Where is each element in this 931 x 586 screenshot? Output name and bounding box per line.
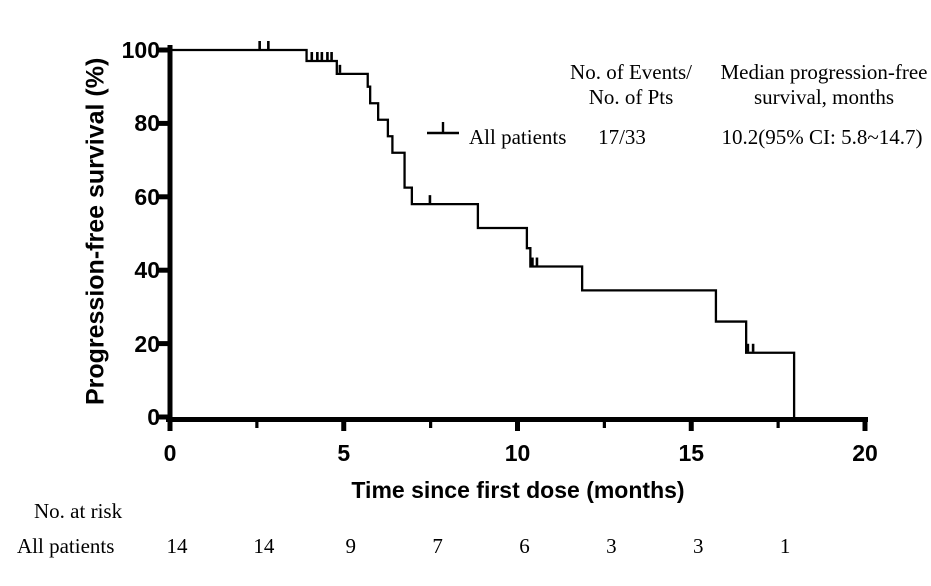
legend-series-label: All patients (469, 125, 567, 149)
risk-count: 6 (519, 534, 530, 558)
risk-table-caption: No. at risk (34, 499, 123, 523)
y-tick-label: 20 (134, 330, 160, 357)
x-axis-title: Time since first dose (months) (351, 477, 685, 503)
risk-count: 3 (606, 534, 617, 558)
legend-header-events-line1: No. of Events/ (570, 60, 692, 84)
risk-table-row-label: All patients (17, 534, 115, 558)
legend-events-value: 17/33 (598, 125, 646, 149)
risk-count: 14 (166, 534, 188, 558)
risk-count: 1 (779, 534, 791, 558)
risk-count: 9 (345, 534, 357, 558)
risk-count: 14 (253, 534, 275, 558)
legend-header-median-line2: survival, months (754, 85, 894, 109)
km-survival-curve (170, 48, 796, 417)
x-tick-label: 15 (678, 440, 705, 466)
x-tick-label: 5 (337, 440, 351, 466)
legend-header-events-line2: No. of Pts (588, 85, 674, 109)
legend-median-value: 10.2(95% CI: 5.8~14.7) (721, 125, 923, 149)
risk-count: 7 (432, 534, 443, 558)
y-tick-label: 60 (134, 183, 160, 210)
y-tick-label: 100 (121, 37, 160, 63)
y-tick-label: 40 (134, 257, 160, 284)
y-axis-title: Progression-free survival (%) (81, 57, 110, 406)
risk-count: 3 (693, 534, 704, 558)
legend-header-median-line1: Median progression-free (720, 60, 928, 84)
x-tick-label: 0 (163, 440, 177, 466)
x-tick-label: 10 (504, 440, 531, 466)
y-tick-label: 0 (147, 404, 160, 430)
y-tick-label: 80 (134, 110, 160, 137)
x-tick-label: 20 (852, 440, 878, 466)
